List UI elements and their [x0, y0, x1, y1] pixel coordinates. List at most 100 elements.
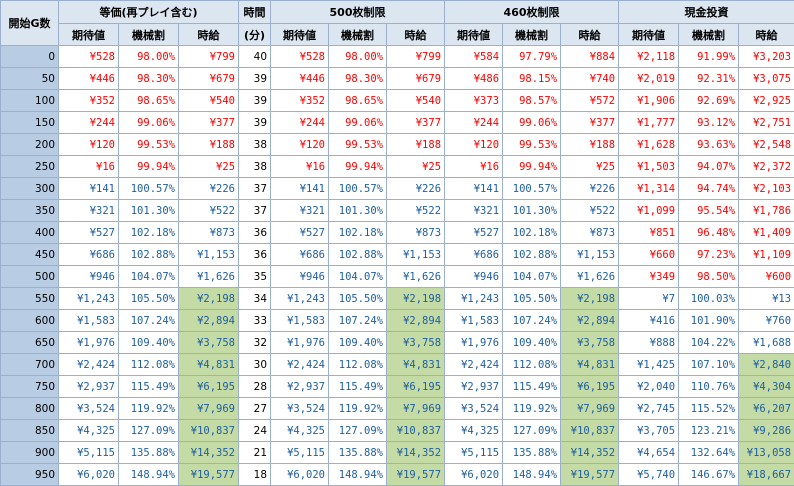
expected-value-cell: ¥141 [445, 178, 503, 200]
hourly-wage-cell: ¥377 [561, 112, 619, 134]
hourly-wage-cell: ¥3,758 [561, 332, 619, 354]
payout-rate-cell: 112.08% [503, 354, 561, 376]
group-header-equal: 等価(再プレイ含む) [59, 1, 239, 24]
payout-rate-cell: 119.92% [329, 398, 387, 420]
hourly-wage-cell: ¥4,831 [387, 354, 445, 376]
group-header-500: 500枚制限 [271, 1, 445, 24]
time-cell: 38 [239, 156, 271, 178]
payout-rate-cell: 98.65% [119, 90, 179, 112]
hourly-wage-cell: ¥25 [387, 156, 445, 178]
payout-rate-cell: 104.22% [679, 332, 739, 354]
payout-rate-cell: 115.49% [119, 376, 179, 398]
hourly-wage-cell: ¥2,198 [179, 288, 239, 310]
start-g-cell: 350 [1, 200, 59, 222]
payout-rate-cell: 127.09% [119, 420, 179, 442]
expected-value-cell: ¥1,976 [59, 332, 119, 354]
expected-value-cell: ¥16 [271, 156, 329, 178]
hourly-wage-cell: ¥1,626 [561, 266, 619, 288]
expected-value-cell: ¥4,325 [59, 420, 119, 442]
expected-value-cell: ¥1,976 [271, 332, 329, 354]
payout-rate-cell: 99.53% [329, 134, 387, 156]
expected-value-cell: ¥2,937 [59, 376, 119, 398]
hourly-wage-cell: ¥4,304 [739, 376, 794, 398]
expected-value-cell: ¥141 [59, 178, 119, 200]
expected-value-cell: ¥1,583 [445, 310, 503, 332]
expected-value-cell: ¥1,777 [619, 112, 679, 134]
expected-value-cell: ¥686 [271, 244, 329, 266]
expected-value-cell: ¥4,654 [619, 442, 679, 464]
expected-value-cell: ¥527 [271, 222, 329, 244]
expected-value-cell: ¥1,243 [271, 288, 329, 310]
payout-rate-cell: 109.40% [329, 332, 387, 354]
expected-value-cell: ¥416 [619, 310, 679, 332]
hourly-wage-cell: ¥522 [561, 200, 619, 222]
payout-rate-cell: 123.21% [679, 420, 739, 442]
expected-value-cell: ¥321 [59, 200, 119, 222]
hourly-wage-cell: ¥1,688 [739, 332, 794, 354]
payout-rate-cell: 99.53% [119, 134, 179, 156]
expected-value-cell: ¥3,705 [619, 420, 679, 442]
hourly-wage-cell: ¥1,786 [739, 200, 794, 222]
payout-rate-cell: 102.18% [503, 222, 561, 244]
expected-value-cell: ¥527 [59, 222, 119, 244]
expected-value-cell: ¥946 [445, 266, 503, 288]
hourly-wage-cell: ¥10,837 [387, 420, 445, 442]
col-payout: 機械割 [119, 24, 179, 46]
hourly-wage-cell: ¥6,195 [179, 376, 239, 398]
hourly-wage-cell: ¥884 [561, 46, 619, 68]
payout-rate-cell: 107.24% [119, 310, 179, 332]
expected-value-cell: ¥6,020 [445, 464, 503, 486]
col-hourly: 時給 [739, 24, 794, 46]
time-cell: 28 [239, 376, 271, 398]
hourly-wage-cell: ¥13 [739, 288, 794, 310]
expected-value-cell: ¥2,937 [445, 376, 503, 398]
payout-rate-cell: 93.63% [679, 134, 739, 156]
hourly-wage-cell: ¥1,626 [179, 266, 239, 288]
expected-value-cell: ¥2,424 [271, 354, 329, 376]
col-payout: 機械割 [329, 24, 387, 46]
expected-value-cell: ¥1,906 [619, 90, 679, 112]
hourly-wage-cell: ¥14,352 [387, 442, 445, 464]
payout-rate-cell: 102.18% [329, 222, 387, 244]
col-minutes: (分) [239, 24, 271, 46]
payout-rate-cell: 148.94% [119, 464, 179, 486]
payout-rate-cell: 95.54% [679, 200, 739, 222]
hourly-wage-cell: ¥19,577 [179, 464, 239, 486]
expected-value-cell: ¥446 [271, 68, 329, 90]
payout-rate-cell: 105.50% [119, 288, 179, 310]
payout-rate-cell: 93.12% [679, 112, 739, 134]
payout-rate-cell: 97.23% [679, 244, 739, 266]
hourly-wage-cell: ¥1,409 [739, 222, 794, 244]
time-cell: 37 [239, 200, 271, 222]
col-expected: 期待値 [619, 24, 679, 46]
payout-rate-cell: 107.24% [329, 310, 387, 332]
time-cell: 33 [239, 310, 271, 332]
hourly-wage-cell: ¥10,837 [561, 420, 619, 442]
hourly-wage-cell: ¥25 [179, 156, 239, 178]
payout-rate-cell: 127.09% [503, 420, 561, 442]
expected-value-cell: ¥321 [271, 200, 329, 222]
hourly-wage-cell: ¥2,894 [179, 310, 239, 332]
expected-value-cell: ¥2,424 [445, 354, 503, 376]
time-cell: 38 [239, 134, 271, 156]
payout-rate-cell: 94.74% [679, 178, 739, 200]
hourly-wage-cell: ¥2,925 [739, 90, 794, 112]
expected-value-cell: ¥584 [445, 46, 503, 68]
payout-rate-cell: 99.94% [503, 156, 561, 178]
expected-value-cell: ¥660 [619, 244, 679, 266]
hourly-wage-cell: ¥1,109 [739, 244, 794, 266]
hourly-wage-cell: ¥2,894 [387, 310, 445, 332]
time-cell: 39 [239, 112, 271, 134]
col-hourly: 時給 [561, 24, 619, 46]
payout-rate-cell: 100.57% [329, 178, 387, 200]
payout-rate-cell: 101.30% [119, 200, 179, 222]
